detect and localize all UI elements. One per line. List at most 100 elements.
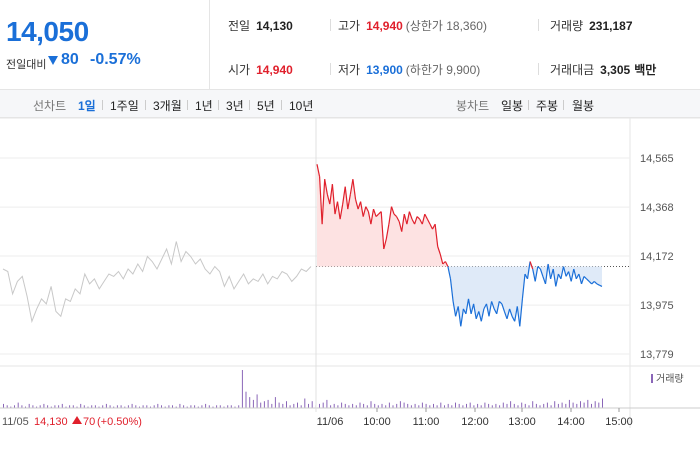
- period-5y[interactable]: 5년: [257, 99, 275, 113]
- today-series-segment: [570, 268, 575, 282]
- today-series-segment: [539, 268, 544, 277]
- volume-bar: [194, 405, 196, 408]
- stat-label: 저가: [338, 63, 361, 77]
- stat-value: 13,900: [366, 63, 403, 77]
- volume-bar: [304, 398, 306, 408]
- today-series-segment: [547, 263, 552, 279]
- volume-bar: [61, 403, 63, 408]
- volume-bar: [83, 405, 85, 408]
- volume-bar: [374, 403, 376, 408]
- volume-bar: [216, 405, 218, 408]
- volume-bar: [87, 406, 89, 408]
- candle-weekly[interactable]: 주봉: [536, 99, 559, 113]
- today-series-segment: [591, 280, 595, 285]
- x-tick-label: 12:00: [461, 416, 489, 428]
- volume-bar: [293, 403, 295, 408]
- today-series-segment: [375, 213, 380, 218]
- today-series-segment: [519, 298, 523, 327]
- stat-low: 저가 13,900 (하한가 9,900): [338, 61, 480, 78]
- today-series-segment: [362, 206, 367, 217]
- divider: [330, 63, 331, 75]
- period-1d[interactable]: 1일: [78, 99, 96, 113]
- stat-label: 고가: [338, 19, 361, 33]
- candle-daily[interactable]: 일봉: [501, 99, 524, 113]
- stat-value: 231,187: [589, 19, 633, 33]
- today-series-segment: [429, 223, 434, 230]
- down-triangle-icon: [48, 56, 58, 65]
- volume-bar: [388, 402, 390, 408]
- today-series-segment: [514, 306, 518, 322]
- today-series-segment: [439, 253, 444, 265]
- volume-bar: [399, 401, 401, 408]
- period-10y[interactable]: 10년: [289, 99, 314, 113]
- volume-bar: [594, 401, 596, 408]
- volume-bar: [363, 403, 365, 408]
- today-series-segment: [521, 273, 526, 299]
- volume-bar: [98, 406, 100, 408]
- volume-bar: [230, 405, 232, 408]
- divider: [330, 19, 331, 31]
- quote-header: 14,050 전일대비 80 -0.57% 전일 14,130 고가 14,940(…: [0, 0, 700, 90]
- volume-legend: 거래량: [656, 373, 684, 385]
- volume-bar: [337, 405, 339, 408]
- volume-bar: [50, 406, 52, 408]
- volume-bar: [120, 405, 122, 408]
- divider: [538, 19, 539, 31]
- volume-bar: [80, 403, 82, 408]
- volume-bar: [212, 406, 214, 408]
- volume-bar: [322, 402, 324, 408]
- stat-label: 거래량: [550, 19, 584, 33]
- volume-bar: [3, 403, 4, 408]
- today-series-segment: [473, 303, 477, 319]
- today-series-segment: [437, 246, 441, 255]
- today-series-segment: [599, 284, 603, 287]
- up-area-fill: [317, 164, 602, 267]
- volume-bar: [36, 406, 38, 408]
- volume-bar: [6, 405, 8, 408]
- volume-bar: [466, 403, 467, 408]
- volume-bar: [175, 406, 177, 408]
- volume-bar: [488, 403, 490, 408]
- volume-bar: [94, 405, 96, 408]
- volume-bar: [319, 403, 320, 408]
- volume-bar: [561, 402, 563, 408]
- volume-bar: [282, 403, 284, 408]
- volume-bar: [131, 403, 133, 408]
- today-series-segment: [398, 221, 403, 232]
- today-series-segment: [316, 164, 321, 177]
- period-3y[interactable]: 3년: [226, 99, 244, 113]
- volume-bar: [234, 406, 236, 408]
- period-3m[interactable]: 3개월: [153, 99, 182, 113]
- stat-prev-close: 전일 14,130: [228, 17, 293, 34]
- period-1w[interactable]: 1주일: [110, 99, 139, 113]
- volume-bar: [150, 406, 151, 408]
- volume-bar: [366, 405, 368, 408]
- volume-bar: [164, 406, 166, 408]
- stat-amount: 거래대금 3,305 백만: [550, 61, 656, 78]
- period-1y[interactable]: 1년: [195, 99, 213, 113]
- volume-bar: [223, 406, 225, 408]
- prev-day-change-pct: (+0.50%): [97, 416, 142, 428]
- today-series-segment: [352, 179, 357, 200]
- volume-bar: [532, 401, 534, 408]
- volume-bar: [297, 402, 298, 408]
- volume-bar: [591, 403, 592, 408]
- today-series-segment: [336, 201, 341, 220]
- candle-chart-label: 봉차트: [456, 99, 490, 113]
- volume-bar: [76, 406, 78, 408]
- today-series-segment: [501, 303, 505, 312]
- today-series-segment: [414, 216, 418, 225]
- volume-bar: [421, 402, 423, 408]
- volume-bar: [510, 401, 512, 408]
- candle-monthly[interactable]: 월봉: [572, 99, 595, 113]
- volume-bar: [484, 402, 486, 408]
- volume-bar: [113, 406, 115, 408]
- x-tick-label: 11/06: [317, 416, 344, 428]
- volume-bar: [245, 391, 247, 408]
- volume-bar: [385, 405, 387, 408]
- today-series-segment: [565, 271, 570, 277]
- today-series-segment: [578, 273, 583, 285]
- today-series-segment: [349, 179, 354, 195]
- volume-bar: [330, 405, 332, 408]
- volume-bar: [146, 405, 148, 408]
